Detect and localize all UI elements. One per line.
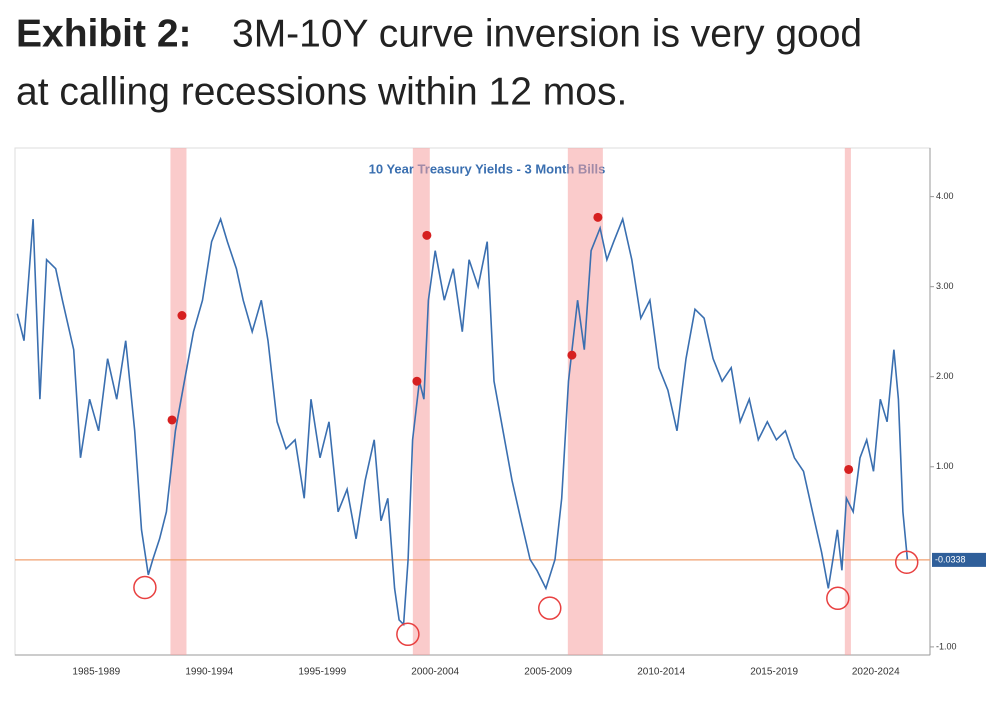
x-tick-label: 2010-2014 (637, 667, 685, 678)
inversion-circle (538, 596, 562, 620)
x-tick-label: 2000-2004 (411, 667, 459, 678)
x-tick-label: 1995-1999 (298, 667, 346, 678)
x-tick-label: 1990-1994 (185, 667, 233, 678)
x-tick-label: 2015-2019 (750, 667, 798, 678)
y-tick-label: 3.00 (936, 281, 954, 291)
title-prefix: Exhibit 2: (16, 12, 192, 55)
signal-dot (567, 350, 577, 360)
signal-dot (844, 464, 854, 474)
title-line: 3M-10Y curve inversion is very good (232, 12, 862, 55)
recession-band (170, 148, 187, 655)
signal-dot (422, 230, 432, 240)
signal-dot (593, 212, 603, 222)
signal-dot (412, 376, 422, 386)
x-tick-label: 2005-2009 (524, 667, 572, 678)
inversion-circle (826, 586, 850, 611)
signal-dot (167, 415, 177, 425)
inversion-circle (894, 550, 919, 574)
signal-dot (177, 310, 187, 320)
inversion-circle (396, 622, 420, 647)
recession-band (567, 148, 603, 655)
y-tick-label: 2.00 (936, 371, 954, 381)
recession-band (844, 148, 851, 655)
last-value-label: -0.0338 (935, 554, 966, 564)
y-tick-label: -1.00 (936, 641, 957, 651)
last-value-box (932, 552, 986, 567)
y-tick-label: 4.00 (936, 191, 954, 201)
x-tick-label: 1985-1989 (72, 667, 120, 678)
series-line (16, 216, 909, 627)
recession-band (412, 148, 430, 655)
y-tick-label: 1.00 (936, 461, 954, 471)
title-line: at calling recessions within 12 mos. (16, 70, 627, 113)
x-tick-label: 2020-2024 (852, 667, 900, 678)
inversion-circle (133, 575, 157, 600)
